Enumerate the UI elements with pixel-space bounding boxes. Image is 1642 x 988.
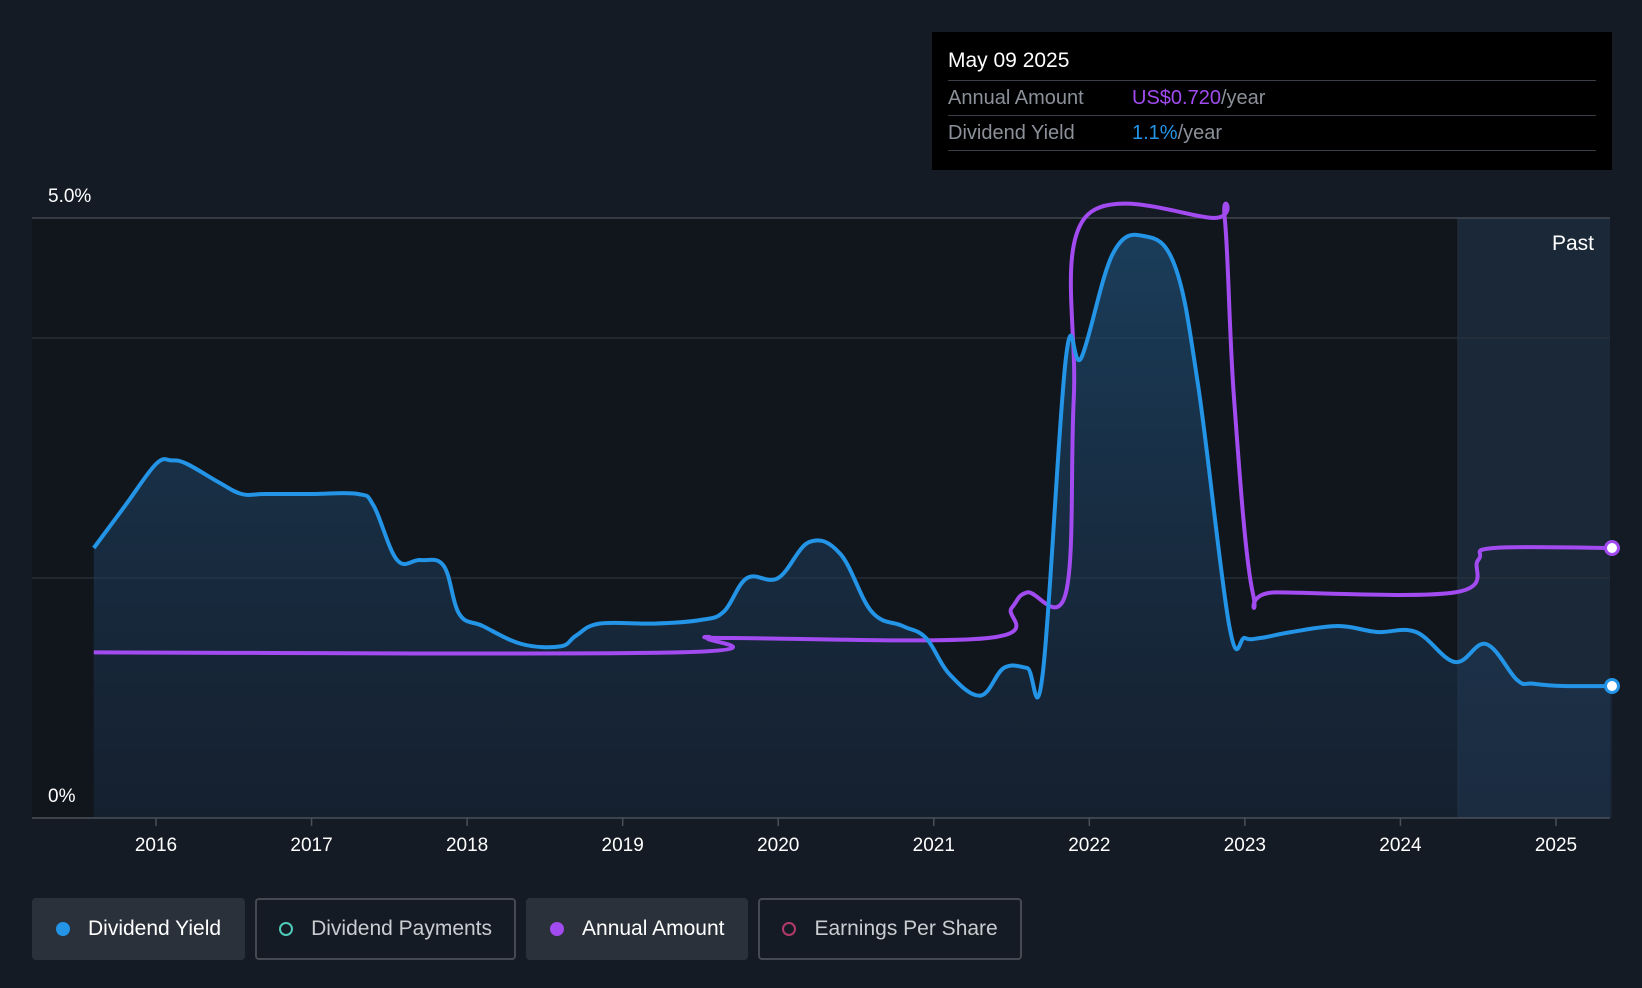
tooltip-row-dividend-yield: Dividend Yield 1.1% /year — [948, 116, 1596, 151]
legend-earnings-per-share-button[interactable]: Earnings Per Share — [758, 898, 1022, 960]
annual-amount-line — [93, 201, 1613, 656]
earnings-per-share-ring-icon — [782, 922, 797, 936]
tooltip-row-annual-amount: Annual Amount US$0.720 /year — [948, 81, 1596, 116]
annual-amount-end-marker[interactable] — [1604, 540, 1620, 556]
x-tick-label: 2016 — [135, 835, 177, 856]
x-tick-label: 2022 — [1068, 835, 1110, 856]
legend-label: Dividend Yield — [88, 917, 222, 940]
x-tick-label: 2021 — [913, 835, 955, 856]
tooltip-date: May 09 2025 — [948, 46, 1596, 81]
legend: Dividend Yield Dividend Payments Annual … — [32, 898, 1022, 960]
x-tick-label: 2019 — [602, 835, 644, 856]
past-label: Past — [1552, 232, 1594, 255]
dividend-yield-dot-icon — [56, 922, 70, 936]
yield-area — [93, 234, 1612, 819]
legend-dividend-payments-button[interactable]: Dividend Payments — [255, 898, 517, 960]
x-tick-label: 2020 — [757, 835, 799, 856]
legend-label: Earnings Per Share — [814, 917, 998, 940]
legend-annual-amount-button[interactable]: Annual Amount — [526, 898, 749, 960]
y-tick-label: 0% — [48, 786, 76, 807]
tooltip-label: Dividend Yield — [948, 122, 1075, 144]
legend-label: Dividend Payments — [311, 917, 493, 940]
tooltip-unit: /year — [1177, 122, 1223, 144]
tooltip-value: 1.1% — [1132, 122, 1178, 144]
tooltip-label: Annual Amount — [948, 87, 1084, 109]
x-tick-label: 2017 — [290, 835, 332, 856]
tooltip-value: US$0.720 — [1132, 87, 1221, 109]
dividend-yield-end-marker[interactable] — [1604, 678, 1620, 694]
y-tick-label: 5.0% — [48, 186, 91, 207]
tooltip-unit: /year — [1220, 87, 1266, 109]
dividend-payments-ring-icon — [279, 922, 294, 936]
annual-amount-dot-icon — [550, 922, 565, 936]
tooltip: May 09 2025 Annual Amount US$0.720 /year… — [932, 32, 1612, 170]
x-tick-label: 2025 — [1535, 835, 1577, 856]
dividend-yield-line — [92, 232, 1613, 700]
legend-dividend-yield-button[interactable]: Dividend Yield — [32, 898, 246, 960]
x-tick-label: 2024 — [1379, 835, 1422, 856]
x-tick-label: 2018 — [446, 835, 488, 856]
legend-label: Annual Amount — [582, 917, 725, 940]
x-tick-label: 2023 — [1224, 835, 1266, 856]
